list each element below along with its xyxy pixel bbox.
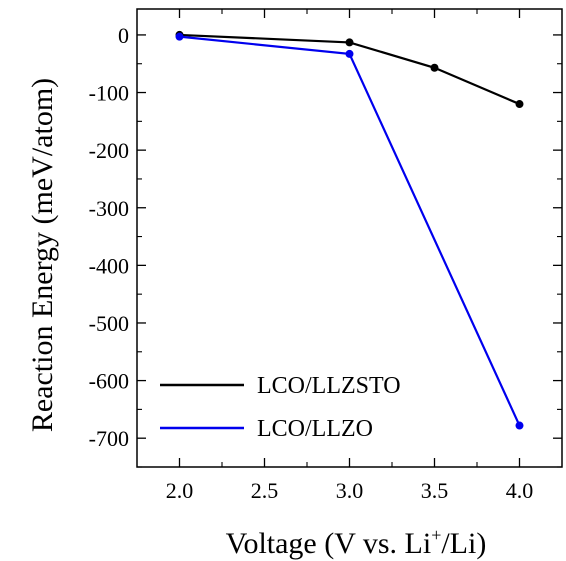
x-axis-title-end: /Li): [441, 527, 486, 560]
x-axis-title-superscript: +: [431, 525, 441, 545]
legend-label-lco-llzsto: LCO/LLZSTO: [257, 373, 401, 399]
x-tick-label: 3.5: [421, 478, 449, 503]
data-point-series-1: [345, 49, 354, 58]
x-tick-label: 2.5: [251, 478, 279, 503]
y-tick-label: -500: [89, 311, 129, 336]
x-tick-label: 4.0: [506, 478, 534, 503]
y-tick-label: -100: [89, 81, 129, 106]
series-layer: [175, 30, 524, 430]
x-tick-label: 3.0: [336, 478, 364, 503]
y-tick-label: -700: [89, 426, 129, 451]
x-axis-title-main: Voltage (V vs. Li: [226, 527, 432, 560]
legend-label-lco-llzo: LCO/LLZO: [257, 416, 373, 442]
y-tick-label: 0: [118, 23, 129, 48]
data-point-series-0: [345, 38, 354, 47]
data-point-series-0: [430, 63, 439, 72]
x-tick-label: 2.0: [166, 478, 194, 503]
tick-labels: 2.0 2.5 3.0 3.5 4.0 0 -100 -200 -300 -400 -500 -600…: [89, 23, 534, 503]
y-tick-label: -200: [89, 138, 129, 163]
y-tick-label: -400: [89, 253, 129, 278]
y-tick-label: -300: [89, 196, 129, 221]
y-axis-title: Reaction Energy (meV/atom): [26, 78, 59, 432]
axis-ticks: [137, 9, 562, 468]
data-point-series-1: [175, 32, 184, 41]
data-point-series-0: [515, 100, 524, 109]
series-line-0: [179, 33, 520, 106]
y-tick-label: -600: [89, 369, 129, 394]
legend: LCO/LLZSTO LCO/LLZO: [160, 373, 401, 442]
x-axis-title: Voltage (V vs. Li+/Li): [226, 525, 487, 560]
data-point-series-1: [515, 421, 524, 430]
series-line-1: [179, 35, 521, 426]
